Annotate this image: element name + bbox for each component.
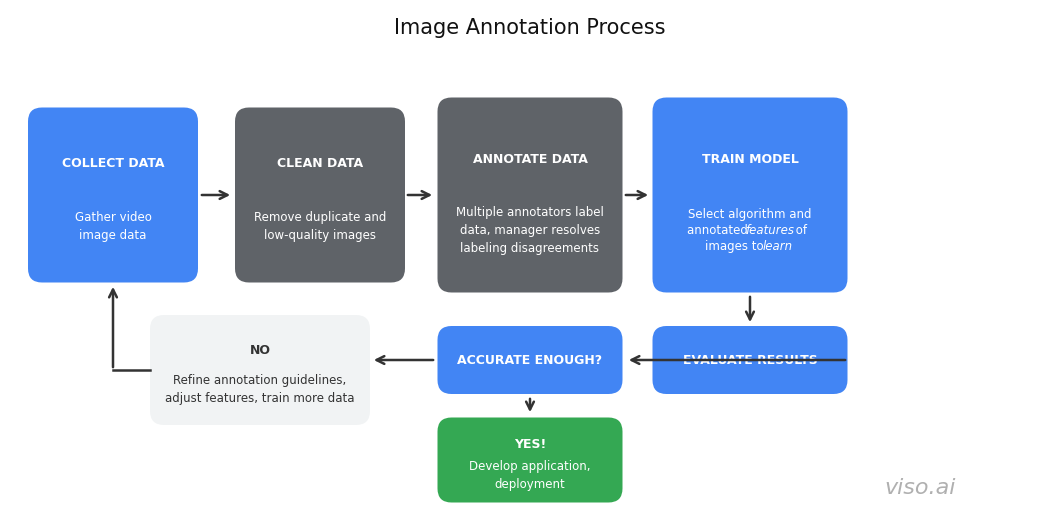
Text: of: of xyxy=(792,224,807,237)
Text: ACCURATE ENOUGH?: ACCURATE ENOUGH? xyxy=(458,354,602,367)
Text: TRAIN MODEL: TRAIN MODEL xyxy=(702,153,798,166)
Text: Gather video
image data: Gather video image data xyxy=(74,211,152,242)
FancyBboxPatch shape xyxy=(438,98,622,293)
FancyBboxPatch shape xyxy=(151,315,370,425)
Text: Remove duplicate and
low-quality images: Remove duplicate and low-quality images xyxy=(253,211,386,242)
Text: ANNOTATE DATA: ANNOTATE DATA xyxy=(473,153,587,166)
Text: Image Annotation Process: Image Annotation Process xyxy=(394,18,666,38)
Text: annotated: annotated xyxy=(688,224,752,237)
FancyBboxPatch shape xyxy=(653,98,848,293)
FancyBboxPatch shape xyxy=(438,418,622,502)
Text: Select algorithm and: Select algorithm and xyxy=(688,207,812,220)
Text: viso.ai: viso.ai xyxy=(884,478,956,498)
FancyBboxPatch shape xyxy=(28,108,198,282)
FancyBboxPatch shape xyxy=(438,326,622,394)
Text: NO: NO xyxy=(249,344,270,357)
Text: Develop application,
deployment: Develop application, deployment xyxy=(470,460,590,491)
Text: YES!: YES! xyxy=(514,438,546,451)
FancyBboxPatch shape xyxy=(653,326,848,394)
FancyBboxPatch shape xyxy=(235,108,405,282)
Text: Multiple annotators label
data, manager resolves
labeling disagreements: Multiple annotators label data, manager … xyxy=(456,205,604,255)
Text: COLLECT DATA: COLLECT DATA xyxy=(61,157,164,170)
Text: images to: images to xyxy=(705,240,767,253)
Text: learn: learn xyxy=(762,240,793,253)
Text: features: features xyxy=(745,224,794,237)
Text: Refine annotation guidelines,
adjust features, train more data: Refine annotation guidelines, adjust fea… xyxy=(165,374,355,405)
Text: EVALUATE RESULTS: EVALUATE RESULTS xyxy=(683,354,817,367)
Text: CLEAN DATA: CLEAN DATA xyxy=(277,157,364,170)
